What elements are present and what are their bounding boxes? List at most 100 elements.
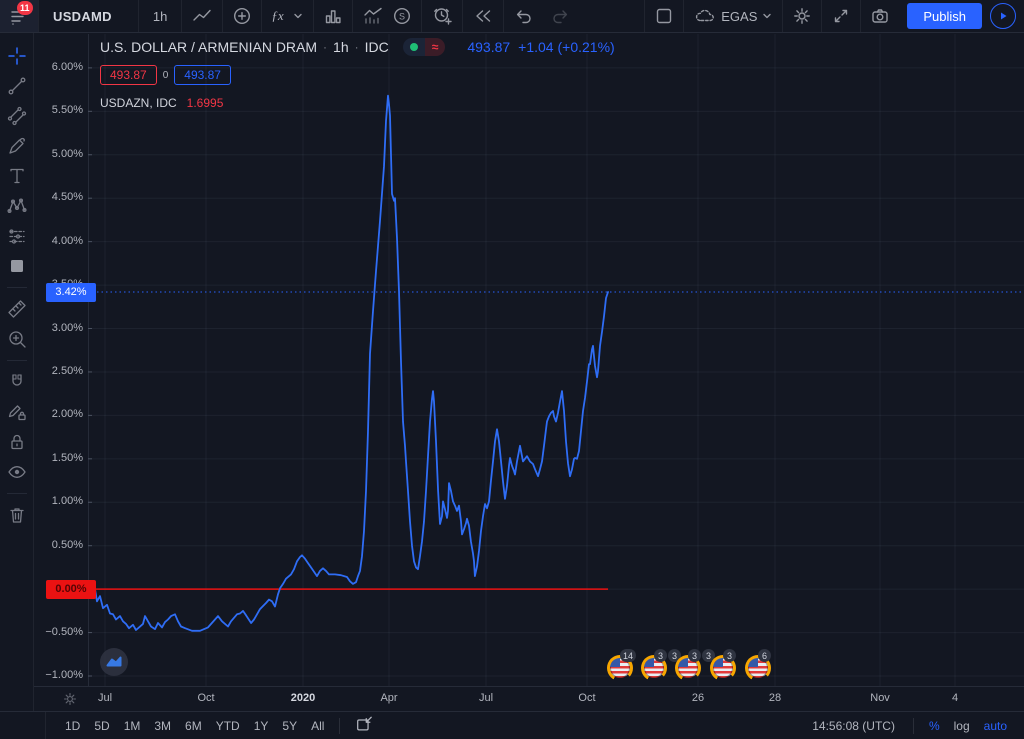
- tradingview-logo-button[interactable]: [100, 648, 128, 676]
- cloud-icon: [696, 9, 715, 22]
- indicator-templates-button[interactable]: [314, 0, 352, 32]
- undo-button[interactable]: [504, 0, 542, 32]
- range-button-all[interactable]: All: [311, 718, 325, 733]
- rewind-icon: [475, 10, 490, 22]
- range-button-1d[interactable]: 1D: [65, 718, 81, 733]
- range-button-ytd[interactable]: YTD: [215, 718, 240, 733]
- layout-button[interactable]: [645, 0, 683, 32]
- shapes-tool-button[interactable]: [2, 251, 32, 281]
- hide-drawings-button[interactable]: [2, 457, 32, 487]
- separator: [137, 0, 139, 32]
- range-button-3m[interactable]: 3M: [154, 718, 172, 733]
- undo-icon: [516, 10, 531, 24]
- idea-flag-marker[interactable]: 14: [607, 649, 637, 681]
- time-axis-settings-icon[interactable]: [62, 691, 78, 707]
- lock-drawings-button[interactable]: [2, 427, 32, 457]
- flag-badge-group: 14: [620, 649, 637, 662]
- current-price-label: 3.42%: [46, 282, 96, 302]
- screenshot-button[interactable]: [861, 0, 899, 32]
- alert-button[interactable]: [422, 0, 462, 32]
- clock-utc[interactable]: 14:56:08 (UTC): [812, 718, 895, 733]
- log-scale-button[interactable]: log: [953, 718, 970, 733]
- overlay-value: 1.6995: [186, 96, 224, 110]
- compare-button[interactable]: [223, 0, 261, 32]
- flag-count-badge: 3: [723, 649, 736, 662]
- indicators-button[interactable]: ƒx: [262, 0, 312, 32]
- remove-drawings-button[interactable]: [2, 500, 32, 530]
- replay-button[interactable]: [463, 0, 503, 32]
- measure-tool-button[interactable]: [2, 294, 32, 324]
- price-tick-label: 6.00%: [51, 60, 83, 73]
- chart-style-button[interactable]: [182, 0, 222, 32]
- text-tool-button[interactable]: [2, 161, 32, 191]
- settings-button[interactable]: [783, 0, 821, 32]
- session-button[interactable]: S: [388, 0, 421, 32]
- auto-scale-button[interactable]: auto: [983, 718, 1007, 733]
- symbol-legend-row[interactable]: U.S. DOLLAR / ARMENIAN DRAM · 1h · IDC ≈…: [100, 38, 615, 56]
- gann-fibonacci-tool-button[interactable]: [2, 101, 32, 131]
- flag-badge-group: 6: [758, 649, 771, 662]
- price-tick-label: 2.50%: [51, 364, 83, 377]
- overlay-symbol: USDAZN, IDC: [100, 96, 177, 110]
- crosshair-tool-button[interactable]: [2, 41, 32, 71]
- idea-flag-marker[interactable]: 3: [710, 649, 736, 681]
- main-menu-button[interactable]: 11: [0, 0, 38, 32]
- time-tick-label: 2020: [290, 692, 316, 704]
- chart-plot-area[interactable]: [88, 34, 1024, 686]
- quick-trade-button[interactable]: [990, 3, 1016, 29]
- flag-badge-group: 3: [723, 649, 736, 662]
- forecast-tool-button[interactable]: [2, 221, 32, 251]
- overlay-legend-row[interactable]: USDAZN, IDC 1.6995: [100, 96, 615, 110]
- play-icon: [1001, 12, 1007, 20]
- redo-button[interactable]: [542, 0, 580, 32]
- brush-tool-button[interactable]: [2, 131, 32, 161]
- idea-flag-marker[interactable]: 6: [745, 649, 771, 681]
- line-chart-icon: [193, 9, 212, 21]
- range-button-6m[interactable]: 6M: [185, 718, 202, 733]
- time-axis[interactable]: Jul Oct 2020 Apr Jul Oct 26 28 Nov 4: [34, 686, 1024, 711]
- pattern-tool-button[interactable]: [2, 191, 32, 221]
- ask-button[interactable]: 493.87: [174, 65, 231, 85]
- zoom-in-tool-button[interactable]: [2, 324, 32, 354]
- time-tick-label: 26: [691, 692, 705, 704]
- bid-ask-row: 493.87 0 493.87: [100, 65, 615, 85]
- toolbar-divider: [6, 360, 27, 361]
- cloud-layout-button[interactable]: EGAS: [684, 0, 782, 32]
- symbol-search-button[interactable]: USDAMD: [53, 8, 112, 24]
- trend-line-tool-button[interactable]: [2, 71, 32, 101]
- magnet-mode-button[interactable]: [2, 367, 32, 397]
- usa-flag-icon: [678, 658, 698, 678]
- go-to-date-button[interactable]: [348, 712, 380, 739]
- market-open-dot-icon: [409, 43, 418, 51]
- publish-button[interactable]: Publish: [907, 3, 982, 29]
- market-status-pill[interactable]: ≈: [402, 38, 446, 56]
- fundamentals-button[interactable]: [353, 0, 388, 32]
- legend-interval: 1h: [333, 39, 349, 55]
- separator: [821, 0, 823, 32]
- fx-label: ƒx: [271, 8, 284, 23]
- trend-over-bars-icon: [363, 7, 382, 24]
- range-button-1m[interactable]: 1M: [123, 718, 141, 733]
- fullscreen-button[interactable]: [822, 0, 860, 32]
- drawing-toolbar: [0, 33, 34, 711]
- bid-button[interactable]: 493.87: [100, 65, 157, 85]
- range-button-1y[interactable]: 1Y: [253, 718, 269, 733]
- drawing-mode-button[interactable]: [2, 397, 32, 427]
- separator: [351, 0, 353, 32]
- interval-button[interactable]: 1h: [152, 8, 168, 24]
- scale-controls: 14:56:08 (UTC) % log auto: [812, 716, 1014, 736]
- range-button-5d[interactable]: 5D: [94, 718, 110, 733]
- range-button-5y[interactable]: 5Y: [282, 718, 298, 733]
- price-tick-label: 3.00%: [51, 321, 83, 334]
- separator: [683, 0, 685, 32]
- bottom-toolbar: 1D 5D 1M 3M 6M YTD 1Y 5Y All 14:56:08 (UTC) % lo…: [0, 711, 1024, 739]
- separator: [312, 0, 314, 32]
- layout-square-icon: [657, 8, 672, 24]
- time-tick-label: 28: [768, 692, 782, 704]
- s-circle-icon: S: [393, 7, 410, 25]
- percent-scale-button[interactable]: %: [928, 718, 940, 733]
- time-tick-label: Apr: [380, 692, 398, 704]
